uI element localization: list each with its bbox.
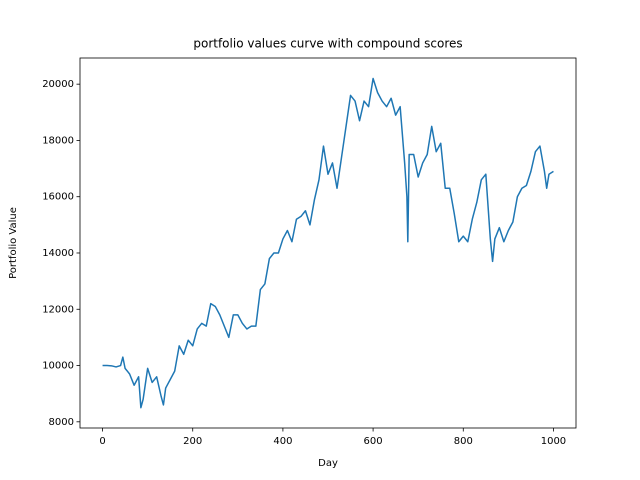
- data-line: [102, 77, 554, 409]
- y-axis-label: Portfolio Value: [8, 207, 19, 279]
- y-tick-label: 14000: [42, 248, 74, 259]
- x-tick-label: 400: [273, 436, 292, 447]
- plot-frame: [79, 57, 577, 429]
- y-tick-label: 8000: [49, 417, 74, 428]
- y-tick-label: 20000: [42, 79, 74, 90]
- x-tick-label: 800: [454, 436, 473, 447]
- y-tick-label: 18000: [42, 135, 74, 146]
- y-tick-label: 10000: [42, 361, 74, 372]
- x-tick-label: 0: [99, 436, 105, 447]
- chart-title: portfolio values curve with compound sco…: [193, 37, 462, 51]
- x-tick-label: 1000: [541, 436, 566, 447]
- y-tick-label: 16000: [42, 192, 74, 203]
- x-tick-label: 600: [364, 436, 383, 447]
- x-tick-label: 200: [183, 436, 202, 447]
- x-axis-label: Day: [318, 458, 338, 469]
- y-tick-label: 12000: [42, 304, 74, 315]
